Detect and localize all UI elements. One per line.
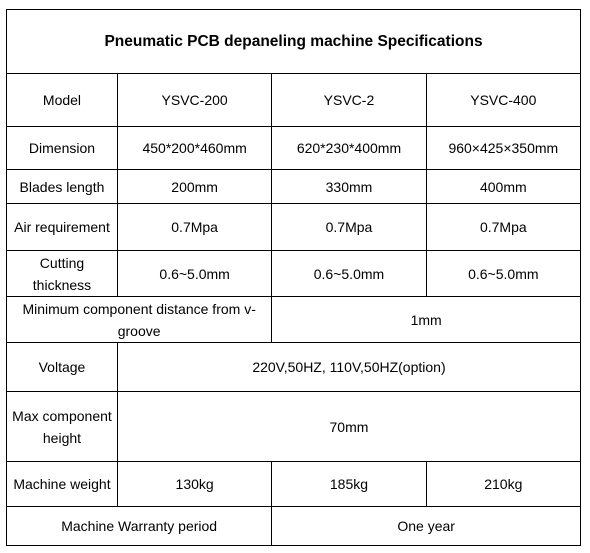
table-row-blades-length: Blades length 200mm 330mm 400mm	[6, 169, 582, 204]
dimension-value-1: 450*200*460mm	[116, 126, 273, 170]
cutting-thickness-value-3: 0.6~5.0mm	[425, 250, 582, 297]
air-requirement-value-2: 0.7Mpa	[271, 203, 427, 251]
row-label-dimension: Dimension	[6, 126, 118, 170]
table-row-max-component-height: Max component height 70mm	[6, 391, 582, 462]
blades-length-value-3: 400mm	[425, 169, 582, 204]
row-label-min-component-distance: Minimum component distance from v-groove	[5, 296, 273, 343]
dimension-value-2: 620*230*400mm	[271, 126, 427, 170]
model-value-2: YSVC-2	[271, 73, 427, 127]
table-row-cutting-thickness: Cutting thickness 0.6~5.0mm 0.6~5.0mm 0.…	[6, 250, 582, 297]
max-component-height-value: 70mm	[116, 391, 582, 462]
machine-weight-value-2: 185kg	[271, 461, 427, 507]
model-value-3: YSVC-400	[425, 73, 582, 127]
table-row-warranty: Machine Warranty period One year	[5, 506, 581, 546]
cutting-thickness-value-2: 0.6~5.0mm	[271, 250, 427, 297]
row-label-blades-length: Blades length	[6, 169, 118, 204]
row-label-model: Model	[6, 73, 118, 127]
cutting-thickness-value-1: 0.6~5.0mm	[116, 250, 273, 297]
row-label-machine-weight: Machine weight	[6, 461, 118, 507]
row-label-max-component-height: Max component height	[6, 391, 118, 462]
air-requirement-value-1: 0.7Mpa	[116, 203, 273, 251]
row-label-cutting-thickness: Cutting thickness	[6, 250, 118, 297]
machine-weight-value-1: 130kg	[116, 461, 273, 507]
table-row-dimension: Dimension 450*200*460mm 620*230*400mm 96…	[6, 126, 582, 170]
table-row-voltage: Voltage 220V,50HZ, 110V,50HZ(option)	[6, 342, 582, 392]
row-label-warranty: Machine Warranty period	[5, 506, 273, 546]
voltage-value: 220V,50HZ, 110V,50HZ(option)	[116, 342, 582, 392]
dimension-value-3: 960×425×350mm	[425, 126, 582, 170]
table-title: Pneumatic PCB depaneling machine Specifi…	[6, 9, 581, 74]
table-row-min-component-distance: Minimum component distance from v-groove…	[5, 296, 581, 343]
min-component-distance-value: 1mm	[271, 296, 581, 343]
warranty-value: One year	[271, 506, 581, 546]
specifications-table: Pneumatic PCB depaneling machine Specifi…	[5, 9, 582, 546]
blades-length-value-1: 200mm	[116, 169, 273, 204]
air-requirement-value-3: 0.7Mpa	[425, 203, 582, 251]
table-title-row: Pneumatic PCB depaneling machine Specifi…	[6, 9, 581, 74]
blades-length-value-2: 330mm	[271, 169, 427, 204]
model-value-1: YSVC-200	[116, 73, 273, 127]
row-label-voltage: Voltage	[6, 342, 118, 392]
row-label-air-requirement: Air requirement	[6, 203, 118, 251]
table-row-model: Model YSVC-200 YSVC-2 YSVC-400	[6, 73, 582, 127]
machine-weight-value-3: 210kg	[425, 461, 582, 507]
table-row-air-requirement: Air requirement 0.7Mpa 0.7Mpa 0.7Mpa	[6, 203, 582, 251]
table-row-machine-weight: Machine weight 130kg 185kg 210kg	[6, 461, 582, 507]
